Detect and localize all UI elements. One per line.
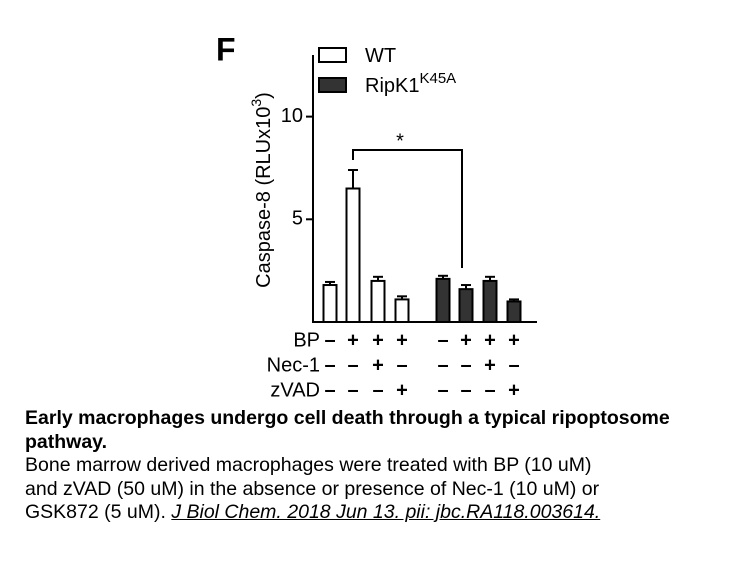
panel-label: F — [216, 31, 236, 67]
y-tick-label: 5 — [292, 208, 303, 230]
bar — [458, 288, 474, 323]
treatment-mark: – — [372, 379, 383, 401]
treatment-mark: + — [508, 329, 520, 351]
caption: Early macrophages undergo cell death thr… — [25, 407, 745, 525]
significance-bracket — [352, 149, 463, 268]
y-label-sup: 3 — [248, 99, 264, 107]
legend-swatch — [318, 77, 347, 93]
bar — [394, 298, 410, 323]
bar — [322, 284, 338, 323]
treatment-mark: – — [324, 354, 335, 376]
treatment-name: zVAD — [270, 379, 320, 401]
treatment-mark: – — [347, 354, 358, 376]
treatment-mark: + — [396, 329, 408, 351]
chart: F Caspase-8 (RLUx103) * 5 10 WT RipK1K45A BP… — [216, 31, 537, 401]
treatment-mark: – — [437, 379, 448, 401]
legend-label: RipK1K45A — [365, 70, 456, 97]
significance-star: * — [396, 130, 404, 152]
treatment-name: Nec-1 — [267, 354, 320, 376]
treatment-mark: + — [347, 329, 359, 351]
legend-name: WT — [365, 45, 396, 67]
bar — [482, 279, 498, 323]
treatment-mark: – — [437, 354, 448, 376]
legend-sup: K45A — [419, 70, 456, 87]
treatment-mark: + — [460, 329, 472, 351]
bar — [345, 187, 361, 323]
caption-title: Early macrophages undergo cell death thr… — [25, 407, 670, 453]
treatment-mark: + — [484, 354, 496, 376]
y-label-tail: ) — [253, 92, 275, 99]
legend-name: RipK1 — [365, 75, 419, 97]
caption-line: GSK872 (5 uM). J Biol Chem. 2018 Jun 13.… — [25, 501, 745, 525]
bar — [435, 277, 451, 323]
treatment-mark: + — [396, 379, 408, 401]
treatment-mark: – — [324, 379, 335, 401]
citation-link[interactable]: J Biol Chem. 2018 Jun 13. pii: jbc.RA118… — [171, 501, 601, 523]
treatment-mark: + — [372, 329, 384, 351]
caption-line: and zVAD (50 uM) in the absence or prese… — [25, 477, 600, 500]
treatment-mark: + — [484, 329, 496, 351]
treatment-name: BP — [293, 329, 320, 351]
caption-text: GSK872 (5 uM). — [25, 501, 166, 523]
caption-line: Bone marrow derived macrophages were tre… — [25, 454, 592, 476]
y-tick-label: 10 — [281, 105, 303, 127]
treatment-mark: – — [347, 379, 358, 401]
treatment-mark: – — [460, 379, 471, 401]
y-label-text: Caspase-8 (RLUx10 — [253, 107, 275, 288]
bar — [506, 300, 522, 324]
bar — [370, 279, 386, 323]
treatment-mark: + — [508, 379, 520, 401]
treatment-mark: – — [396, 354, 407, 376]
treatment-mark: + — [372, 354, 384, 376]
legend-label: WT — [365, 45, 396, 67]
legend-swatch — [318, 47, 347, 63]
treatment-mark: – — [508, 354, 519, 376]
treatment-mark: – — [324, 329, 335, 351]
treatment-mark: – — [460, 354, 471, 376]
y-axis-label: Caspase-8 (RLUx103) — [248, 92, 276, 288]
treatment-mark: – — [484, 379, 495, 401]
treatment-mark: – — [437, 329, 448, 351]
